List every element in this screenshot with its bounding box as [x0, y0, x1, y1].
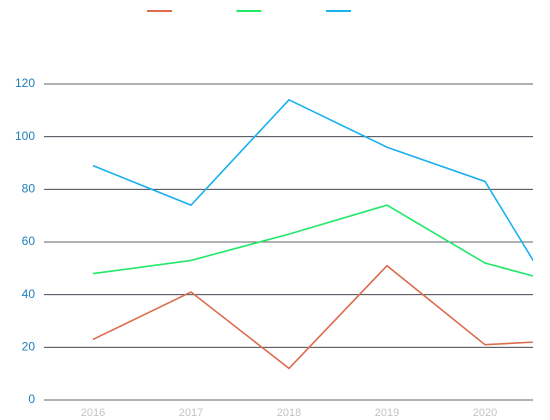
series-line [92, 204, 533, 277]
series-line [92, 98, 533, 262]
y-tick-label: 100 [15, 129, 35, 143]
plot-area [92, 98, 533, 370]
y-tick-label: 40 [22, 287, 36, 301]
x-tick-label: 2019 [375, 407, 399, 419]
y-tick-label: 60 [22, 234, 36, 248]
x-tick-label: 2018 [277, 407, 301, 419]
x-tick-label: 2017 [179, 407, 203, 419]
x-tick-label: 2016 [81, 407, 105, 419]
y-tick-label: 80 [22, 182, 36, 196]
y-tick-label: 0 [28, 392, 35, 406]
y-tick-label: 120 [15, 76, 35, 90]
series-line [92, 264, 533, 370]
x-tick-label: 2020 [473, 407, 497, 419]
y-tick-label: 20 [22, 340, 36, 354]
